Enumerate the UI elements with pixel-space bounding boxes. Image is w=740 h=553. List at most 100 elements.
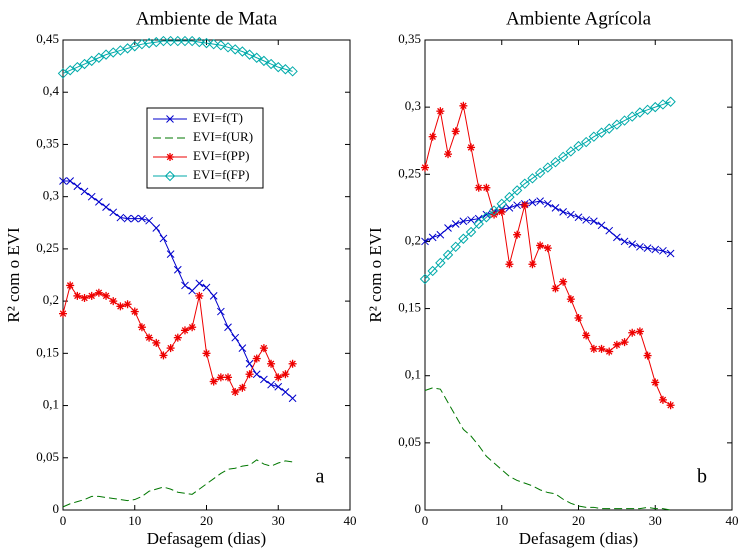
marker-stroke [421,164,429,171]
marker-shape [287,66,298,77]
marker-stroke [260,344,268,352]
data-point [436,107,445,116]
data-point [86,55,97,67]
marker-stroke [260,375,268,384]
data-point [123,300,132,309]
legend-label: EVI=f(PP) [193,148,249,163]
marker-stroke [505,204,514,212]
data-point [252,354,261,363]
data-point [166,344,175,353]
marker-shape [265,58,277,70]
x-tick-label: 20 [200,513,213,528]
data-point [188,286,197,295]
marker-stroke [528,198,537,207]
data-point [273,61,284,73]
data-point [194,36,205,48]
data-point [252,370,261,379]
marker-stroke [138,214,146,223]
data-point [179,35,191,47]
data-point [208,38,219,50]
marker-stroke [636,242,644,251]
data-point [95,198,103,206]
data-point [582,331,591,340]
marker-shape [619,115,630,126]
marker-stroke [231,388,239,396]
data-point [451,220,460,228]
marker-stroke [498,208,506,216]
marker-shape [465,226,477,238]
marker-stroke [253,355,260,362]
marker-stroke [181,327,189,334]
marker-stroke [66,282,74,289]
data-point [265,58,277,70]
data-point [528,260,537,269]
data-point [145,333,154,342]
data-point [597,344,606,353]
y-tick-label: 0,05 [398,434,421,449]
y-tick-label: 0,15 [36,344,59,359]
chart-title: Ambiente Agrícola [506,8,652,29]
data-point [504,191,515,203]
data-point [444,150,453,159]
marker-stroke [536,197,544,205]
x-tick-label: 40 [344,513,357,528]
y-tick-label: 0,45 [36,31,59,46]
marker-stroke [521,201,529,209]
data-point [620,237,629,246]
data-point [557,151,569,163]
marker-stroke [429,133,436,140]
data-point [130,214,139,223]
marker-stroke [217,374,225,381]
data-point [542,162,554,173]
marker-stroke [216,307,225,316]
marker-stroke [188,286,197,295]
data-point [589,344,598,353]
marker-stroke [483,184,490,191]
marker-stroke [109,208,118,217]
marker-stroke [589,217,598,226]
y-tick-label: 0,3 [43,188,59,203]
marker-stroke [628,329,636,337]
data-point [288,394,297,403]
x-axis-label: Defasagem (dias) [519,529,638,548]
data-point [636,242,644,251]
x-axis-label: Defasagem (dias) [147,529,266,548]
marker-stroke [224,374,232,381]
marker-shape [534,167,546,179]
data-point [519,178,530,189]
data-point [66,177,75,185]
marker-stroke [145,334,153,341]
data-point [251,52,262,63]
data-point [259,344,268,353]
data-point [627,111,638,122]
marker-shape [172,35,184,47]
marker-stroke [421,237,429,246]
data-point [59,309,67,318]
legend: EVI=f(T) EVI=f(UR) EVI=f(PP) EVI=f(FP) [146,107,264,189]
marker-stroke [452,128,459,135]
marker-stroke [605,226,614,235]
data-point [238,344,247,352]
x-tick-label: 0 [60,513,67,528]
marker-shape [244,49,255,60]
data-point [497,207,506,216]
data-point [288,359,297,368]
marker-stroke [117,303,124,310]
data-point [605,226,614,235]
y-tick-label: 0,05 [36,449,59,464]
series-line [424,101,671,280]
data-point [158,35,169,47]
marker-shape [158,35,169,47]
data-point [465,226,477,238]
marker-stroke [659,246,667,255]
marker-stroke [224,323,232,332]
data-point [216,373,225,382]
data-point [582,216,591,224]
marker-stroke [651,379,659,386]
data-point [59,177,67,185]
marker-stroke [513,201,521,210]
data-point [72,61,83,73]
marker-stroke [574,213,583,222]
marker-shape [542,162,554,173]
data-point [643,351,652,360]
